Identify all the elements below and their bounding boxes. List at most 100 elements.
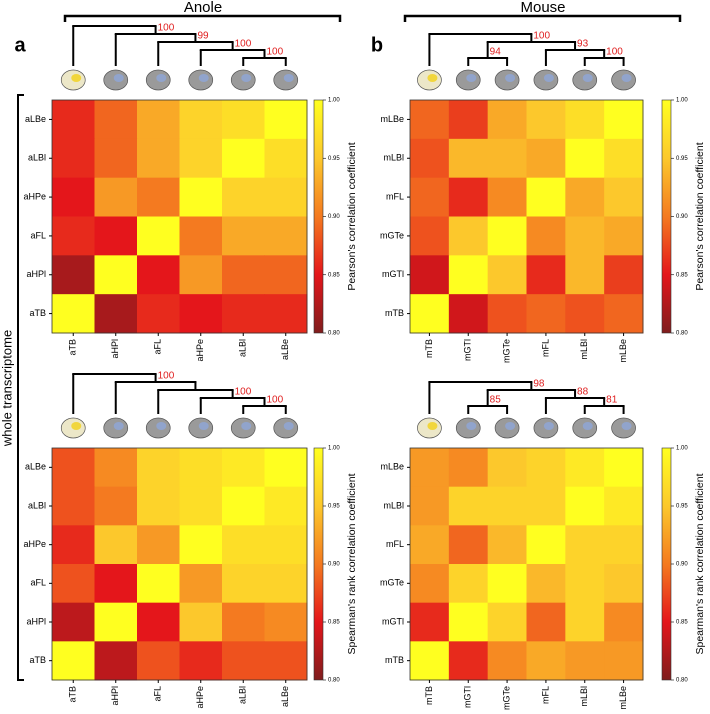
bootstrap-support: 93	[577, 39, 589, 50]
heatmap-cell	[264, 255, 308, 295]
heatmap-cell	[52, 100, 95, 140]
y-tick-label: mGTe	[380, 578, 404, 588]
heatmap-cell	[179, 216, 223, 256]
heatmap-cell	[448, 486, 489, 526]
colorbar-tick-label: 0.95	[676, 504, 688, 510]
heatmap-cell	[487, 294, 527, 334]
heatmap-cell	[448, 294, 489, 334]
x-tick-label: mLBl	[579, 339, 589, 360]
heatmap-cell	[487, 448, 527, 488]
x-tick-label: aTB	[68, 686, 78, 703]
heatmap-cell	[410, 525, 450, 565]
heatmap-cell	[137, 641, 180, 681]
heatmap-cell	[179, 138, 223, 179]
embryo-icon-detail	[582, 74, 593, 82]
y-tick-label: mLBe	[380, 114, 404, 124]
heatmap-cell	[448, 602, 489, 642]
y-tick-label: aTB	[29, 655, 46, 665]
embryo-icon-detail	[505, 422, 516, 430]
embryo-icon-detail	[113, 422, 124, 430]
heatmap-cell	[448, 525, 489, 565]
heatmap-cell	[604, 294, 644, 334]
heatmap-cell	[604, 448, 644, 488]
heatmap-cell	[565, 448, 605, 488]
colorbar-label: Spearman's rank correlation coefficient	[694, 473, 706, 654]
colorbar-label: Pearson's correlation coefficient	[694, 142, 706, 290]
x-tick-label: aHPe	[195, 686, 205, 709]
heatmap-cell	[410, 100, 450, 140]
heatmap-cell	[410, 216, 450, 256]
panel-letter: a	[14, 34, 26, 56]
heatmap-cell	[137, 525, 180, 565]
heatmap-cell	[565, 641, 605, 681]
heatmap-cell	[565, 602, 605, 642]
species-bracket	[63, 14, 342, 22]
x-tick-label: aLBe	[280, 339, 290, 360]
bootstrap-support: 81	[606, 395, 618, 406]
heatmap-cell	[604, 216, 644, 256]
bootstrap-support: 85	[490, 395, 502, 406]
heatmap-cell	[179, 448, 223, 488]
heatmap-cell	[264, 177, 308, 217]
heatmap-cell	[137, 255, 180, 295]
heatmap-cell	[526, 486, 566, 526]
heatmap-cell	[179, 564, 223, 604]
bootstrap-support: 100	[533, 31, 550, 42]
y-tick-label: aFL	[30, 230, 46, 240]
heatmap-cell	[448, 177, 489, 217]
heatmap-cell	[264, 564, 308, 604]
heatmap-cell	[94, 100, 138, 140]
x-tick-label: aFL	[153, 686, 163, 702]
heatmap-cell	[487, 641, 527, 681]
heatmap-cell	[487, 486, 527, 526]
x-tick-label: aHPl	[110, 686, 120, 706]
colorbar-tick-label: 0.90	[328, 214, 340, 220]
heatmap-cell	[448, 641, 489, 681]
colorbar-tick-label: 0.90	[676, 562, 688, 568]
x-tick-label: aLBl	[238, 686, 248, 704]
bootstrap-support: 100	[606, 47, 623, 58]
x-tick-label: mFL	[540, 339, 550, 357]
heatmap-cell	[565, 216, 605, 256]
x-tick-label: mGTe	[501, 686, 511, 710]
x-tick-label: mLBe	[618, 686, 628, 710]
heatmap-cell	[448, 138, 489, 179]
heatmap-cell	[137, 216, 180, 256]
heatmap-cell	[448, 564, 489, 604]
embryo-icon-detail	[198, 422, 209, 430]
y-tick-label: mLBe	[380, 462, 404, 472]
heatmap-cell	[52, 177, 95, 217]
heatmap-cell	[487, 602, 527, 642]
heatmap-cell	[222, 486, 265, 526]
heatmap-cell	[52, 255, 95, 295]
heatmap-cell	[526, 216, 566, 256]
heatmap-cell	[604, 255, 644, 295]
heatmap-cell	[52, 138, 95, 179]
heatmap-cell	[137, 294, 180, 334]
heatmap-cell	[565, 255, 605, 295]
heatmap-cell	[222, 641, 265, 681]
embryo-icon-detail	[156, 422, 167, 430]
y-tick-label: aFL	[30, 578, 46, 588]
heatmap-cell	[222, 138, 265, 179]
row-bracket	[17, 94, 24, 681]
colorbar-tick-label: 0.90	[676, 214, 688, 220]
colorbar-tick-label: 0.85	[328, 272, 340, 278]
heatmap-cell	[487, 100, 527, 140]
x-tick-label: mLBl	[579, 686, 589, 707]
heatmap-cell	[487, 138, 527, 179]
heatmap-cell	[410, 564, 450, 604]
embryo-icon-detail	[621, 422, 632, 430]
heatmap-cell	[52, 216, 95, 256]
heatmap-cell	[179, 525, 223, 565]
y-tick-label: aLBe	[25, 114, 46, 124]
heatmap-cell	[448, 255, 489, 295]
heatmap-cell	[222, 216, 265, 256]
heatmap-cell	[52, 525, 95, 565]
heatmap-cell	[222, 602, 265, 642]
heatmap-cell	[94, 602, 138, 642]
heatmap-cell	[526, 602, 566, 642]
embryo-icon-detail	[505, 74, 516, 82]
heatmap-cell	[137, 100, 180, 140]
heatmap-cell	[604, 100, 644, 140]
